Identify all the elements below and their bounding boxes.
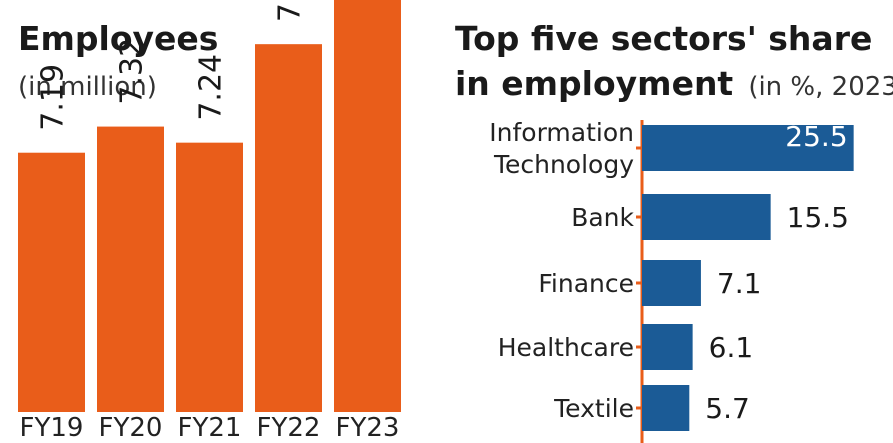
- bar-value-label: 7.73: [273, 0, 308, 22]
- right-chart-title-line1: Top five sectors' share: [455, 19, 872, 58]
- left-chart-subtitle: (in million): [18, 72, 157, 102]
- hbar: [642, 260, 701, 306]
- right-chart-title-unit: (in %, 2023): [748, 72, 893, 102]
- right-chart-title-line2: in employment (in %, 2023): [455, 64, 893, 103]
- hbar-value-label: 7.1: [717, 267, 762, 300]
- hbar: [642, 385, 690, 431]
- bar-fy19: [18, 152, 85, 412]
- hbar-value-label: 6.1: [709, 331, 754, 364]
- x-tick-label: FY19: [20, 413, 84, 443]
- bar-value-label: 7.19: [36, 64, 71, 131]
- y-category-label: Bank: [571, 203, 634, 232]
- x-tick-label: FY22: [257, 413, 321, 443]
- y-category-label: Information: [489, 118, 634, 147]
- x-tick-label: FY20: [99, 413, 163, 443]
- hbar-value-label: 5.7: [705, 392, 750, 425]
- y-category-label: Finance: [538, 269, 634, 298]
- right-chart-plot: 25.5 Information Technology 15.5 Bank 7.1 Fina…: [489, 118, 854, 443]
- y-category-label: Textile: [553, 394, 634, 423]
- y-category-label: Healthcare: [498, 333, 634, 362]
- bar-value-label: 7.24: [194, 54, 229, 121]
- hbar: [642, 194, 771, 240]
- bar-fy22: [255, 44, 322, 413]
- bar-value-label: 7.32: [115, 38, 150, 105]
- bar-fy23: [334, 0, 401, 412]
- right-chart-title-line2-main: in employment: [455, 64, 733, 103]
- bar-fy20: [97, 126, 164, 412]
- bar-fy21: [176, 142, 243, 412]
- hbar: [642, 125, 854, 171]
- hbar-value-label: 25.5: [785, 120, 847, 153]
- x-tick-label: FY23: [336, 413, 400, 443]
- hbar-value-label: 15.5: [787, 201, 849, 234]
- x-tick-label: FY21: [178, 413, 242, 443]
- hbar: [642, 324, 693, 370]
- y-category-label: Technology: [493, 150, 634, 179]
- left-chart-title: Employees: [18, 19, 218, 58]
